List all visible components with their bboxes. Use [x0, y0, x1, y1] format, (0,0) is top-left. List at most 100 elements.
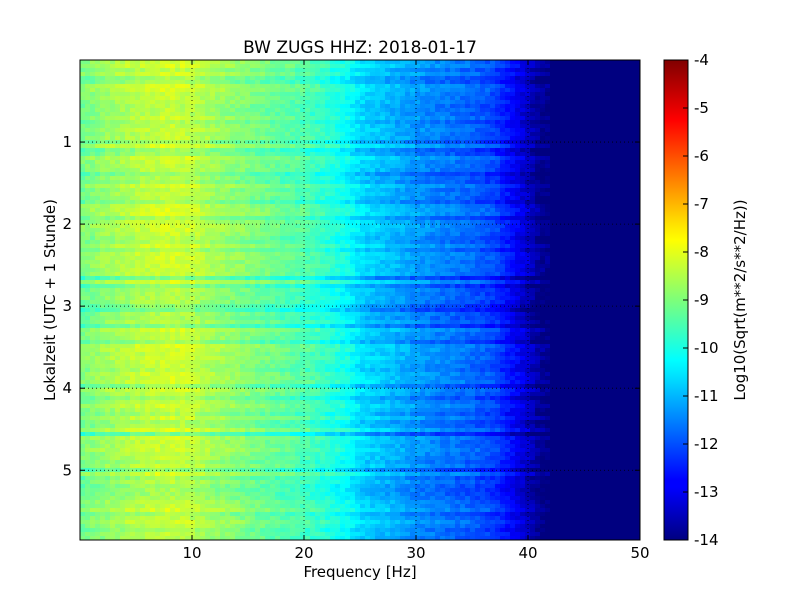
- heatmap-cell: [255, 80, 261, 85]
- heatmap-cell: [80, 208, 86, 213]
- heatmap-cell: [540, 188, 546, 193]
- heatmap-cell: [405, 72, 411, 77]
- heatmap-cell: [635, 128, 640, 133]
- heatmap-cell: [330, 192, 336, 197]
- heatmap-cell: [570, 132, 576, 137]
- heatmap-cell: [485, 144, 491, 149]
- heatmap-cell: [150, 232, 156, 237]
- heatmap-cell: [400, 100, 406, 105]
- heatmap-cell: [450, 200, 456, 205]
- heatmap-cell: [225, 108, 231, 113]
- heatmap-cell: [345, 196, 351, 201]
- heatmap-cell: [85, 64, 91, 69]
- heatmap-cell: [490, 68, 496, 73]
- heatmap-cell: [360, 68, 366, 73]
- heatmap-cell: [345, 132, 351, 137]
- heatmap-cell: [615, 168, 621, 173]
- heatmap-cell: [445, 112, 451, 117]
- heatmap-cell: [315, 100, 321, 105]
- heatmap-cell: [170, 132, 176, 137]
- heatmap-cell: [245, 236, 251, 241]
- heatmap-cell: [385, 132, 391, 137]
- heatmap-cell: [250, 192, 256, 197]
- heatmap-cell: [395, 184, 401, 189]
- heatmap-cell: [135, 204, 141, 209]
- heatmap-cell: [160, 192, 166, 197]
- heatmap-cell: [625, 176, 631, 181]
- heatmap-cell: [420, 192, 426, 197]
- heatmap-cell: [240, 212, 246, 217]
- heatmap-cell: [200, 156, 206, 161]
- heatmap-cell: [450, 196, 456, 201]
- heatmap-cell: [635, 68, 640, 73]
- heatmap-cell: [540, 180, 546, 185]
- heatmap-cell: [390, 156, 396, 161]
- heatmap-cell: [175, 112, 181, 117]
- heatmap-cell: [130, 212, 136, 217]
- heatmap-cell: [210, 68, 216, 73]
- heatmap-cell: [585, 200, 591, 205]
- heatmap-cell: [165, 80, 171, 85]
- heatmap-cell: [495, 144, 501, 149]
- heatmap-cell: [195, 96, 201, 101]
- heatmap-cell: [480, 64, 486, 69]
- heatmap-cell: [240, 92, 246, 97]
- heatmap-cell: [450, 120, 456, 125]
- heatmap-cell: [85, 76, 91, 81]
- heatmap-cell: [265, 160, 271, 165]
- heatmap-cell: [555, 216, 561, 221]
- heatmap-cell: [385, 192, 391, 197]
- heatmap-cell: [555, 144, 561, 149]
- heatmap-cell: [320, 168, 326, 173]
- heatmap-cell: [360, 108, 366, 113]
- heatmap-cell: [95, 184, 101, 189]
- heatmap-cell: [505, 116, 511, 121]
- heatmap-cell: [375, 160, 381, 165]
- heatmap-cell: [85, 152, 91, 157]
- heatmap-cell: [600, 176, 606, 181]
- heatmap-cell: [205, 164, 211, 169]
- heatmap-cell: [145, 132, 151, 137]
- heatmap-cell: [245, 160, 251, 165]
- heatmap-cell: [185, 156, 191, 161]
- heatmap-cell: [615, 108, 621, 113]
- heatmap-cell: [440, 232, 446, 237]
- heatmap-cell: [605, 144, 611, 149]
- heatmap-cell: [355, 72, 361, 77]
- heatmap-cell: [505, 196, 511, 201]
- heatmap-cell: [335, 108, 341, 113]
- heatmap-cell: [190, 92, 196, 97]
- heatmap-cell: [235, 192, 241, 197]
- heatmap-cell: [145, 60, 151, 65]
- heatmap-cell: [295, 192, 301, 197]
- heatmap-cell: [145, 72, 151, 77]
- heatmap-cell: [580, 112, 586, 117]
- heatmap-cell: [315, 196, 321, 201]
- heatmap-cell: [275, 100, 281, 105]
- heatmap-cell: [385, 140, 391, 145]
- heatmap-cell: [245, 140, 251, 145]
- heatmap-cell: [435, 60, 441, 65]
- heatmap-cell: [95, 144, 101, 149]
- chart-title: BW ZUGS HHZ: 2018-01-17: [243, 38, 477, 58]
- heatmap-cell: [495, 68, 501, 73]
- heatmap-cell: [185, 128, 191, 133]
- heatmap-cell: [360, 156, 366, 161]
- heatmap-cell: [570, 120, 576, 125]
- heatmap-cell: [580, 76, 586, 81]
- heatmap-cell: [350, 128, 356, 133]
- heatmap-cell: [440, 164, 446, 169]
- heatmap-cell: [595, 116, 601, 121]
- heatmap-cell: [360, 172, 366, 177]
- heatmap-cell: [160, 232, 166, 237]
- heatmap-cell: [290, 136, 296, 141]
- heatmap-cell: [595, 148, 601, 153]
- heatmap-cell: [605, 208, 611, 213]
- heatmap-cell: [525, 76, 531, 81]
- heatmap-cell: [185, 172, 191, 177]
- heatmap-cell: [215, 232, 221, 237]
- heatmap-cell: [565, 188, 571, 193]
- heatmap-cell: [155, 148, 161, 153]
- heatmap-cell: [450, 204, 456, 209]
- heatmap-cell: [165, 116, 171, 121]
